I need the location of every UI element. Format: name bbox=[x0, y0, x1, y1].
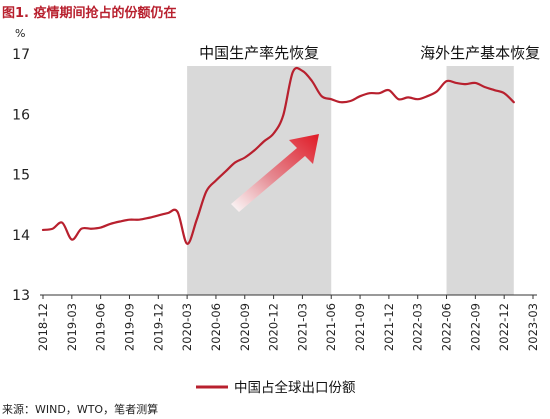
x-tick-label: 2019-09 bbox=[122, 303, 136, 351]
x-tick-label: 2020-12 bbox=[267, 303, 281, 351]
chart-title: 图1. 疫情期间抢占的份额仍在 bbox=[2, 6, 177, 21]
y-tick-label: 16 bbox=[12, 107, 30, 123]
x-tick-label: 2019-06 bbox=[94, 303, 108, 351]
x-tick-label: 2020-06 bbox=[209, 303, 223, 351]
x-tick-label: 2021-03 bbox=[295, 303, 309, 351]
trend-arrow bbox=[231, 134, 319, 212]
x-tick-label: 2020-09 bbox=[238, 303, 252, 351]
shaded-region-label: 海外生产基本恢复 bbox=[420, 44, 540, 62]
x-tick-label: 2023-03 bbox=[526, 303, 540, 351]
x-tick-label: 2019-12 bbox=[151, 303, 165, 351]
series-line bbox=[41, 66, 515, 245]
y-tick-label: 14 bbox=[12, 228, 30, 244]
legend-label: 中国占全球出口份额 bbox=[234, 379, 356, 396]
x-tick-label: 2021-12 bbox=[382, 303, 396, 351]
source-note: 来源：WIND，WTO，笔者测算 bbox=[2, 403, 159, 416]
shaded-region-label: 中国生产率先恢复 bbox=[199, 44, 319, 62]
x-tick-label: 2021-06 bbox=[324, 303, 338, 351]
x-tick-label: 2022-12 bbox=[497, 303, 511, 351]
y-unit-label: % bbox=[15, 27, 25, 40]
x-tick-label: 2022-09 bbox=[468, 303, 482, 351]
x-tick-label: 2021-09 bbox=[353, 303, 367, 351]
x-tick-label: 2022-03 bbox=[411, 303, 425, 351]
legend: 中国占全球出口份额 bbox=[196, 379, 356, 396]
x-tick-label: 2022-06 bbox=[440, 303, 454, 351]
y-tick-label: 15 bbox=[12, 168, 30, 184]
shaded-region bbox=[446, 66, 514, 295]
x-tick-label: 2020-03 bbox=[180, 303, 194, 351]
x-tick-label: 2019-03 bbox=[65, 303, 79, 351]
y-tick-label: 13 bbox=[12, 288, 30, 304]
y-tick-label: 17 bbox=[12, 47, 30, 63]
x-tick-label: 2018-12 bbox=[36, 303, 50, 351]
